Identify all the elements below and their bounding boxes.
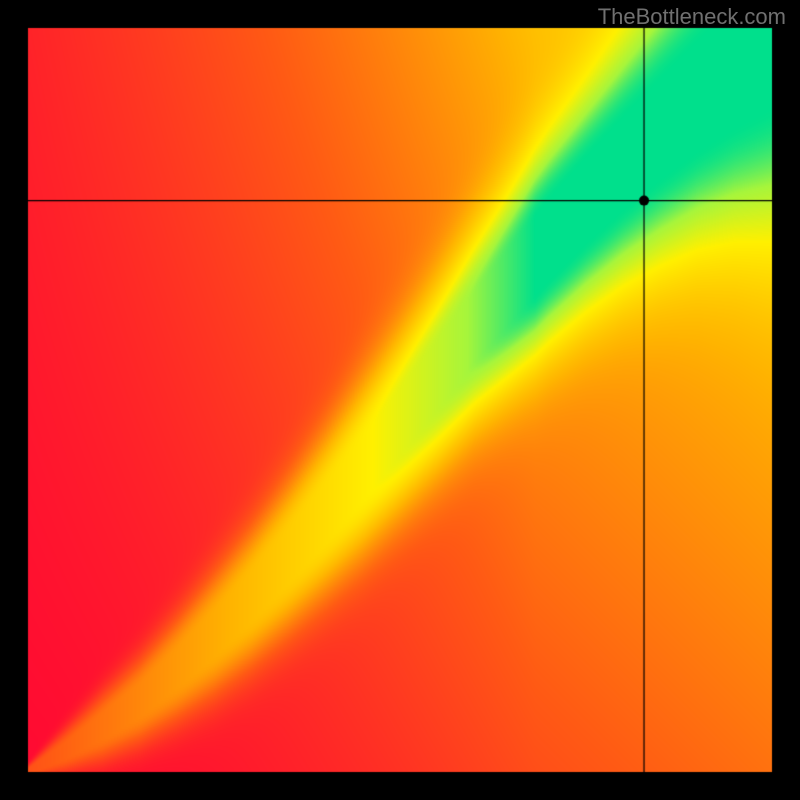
watermark-text: TheBottleneck.com bbox=[598, 4, 786, 30]
bottleneck-heatmap: TheBottleneck.com bbox=[0, 0, 800, 800]
heatmap-canvas bbox=[0, 0, 800, 800]
